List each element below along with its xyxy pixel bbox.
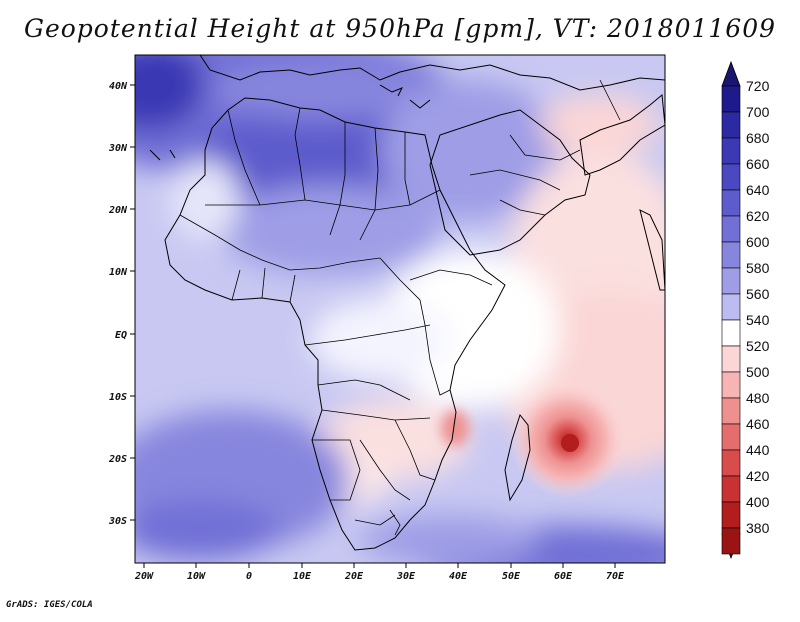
map-frame <box>134 54 666 564</box>
colorbar-top-arrow <box>721 60 741 87</box>
y-tick-label: 30S <box>108 516 127 527</box>
colorbar-label: 380 <box>746 520 770 536</box>
colorbar-label: 560 <box>746 286 770 302</box>
colorbar-label: 620 <box>746 208 770 224</box>
x-tick-label: 10E <box>293 571 312 582</box>
colorbar-label: 640 <box>746 182 770 198</box>
colorbar-box <box>721 501 741 529</box>
axis-ticks <box>130 84 616 568</box>
colorbar-box <box>721 111 741 139</box>
coastlines <box>149 55 665 551</box>
colorbar-box <box>721 85 741 113</box>
colorbar-label: 440 <box>746 442 770 458</box>
y-tick-label: 20S <box>108 454 127 465</box>
colorbar-box <box>721 527 741 555</box>
x-tick-label: 20W <box>134 571 154 582</box>
colorbar-box <box>721 215 741 243</box>
x-tick-label: 50E <box>502 571 521 582</box>
colorbar-box <box>721 163 741 191</box>
x-axis-labels: 20W 10W 0 10E 20E 30E 40E 50E 60E 70E <box>134 571 625 582</box>
colorbar-box <box>721 397 741 425</box>
grads-credit: GrADS: IGES/COLA <box>6 600 93 610</box>
colorbar-box <box>721 475 741 503</box>
x-tick-label: 20E <box>344 571 364 582</box>
y-tick-label: EQ <box>115 330 127 341</box>
colorbar-box <box>721 267 741 295</box>
colorbar-boxes <box>721 85 741 555</box>
colorbar-box <box>721 189 741 217</box>
colorbar-box <box>721 423 741 451</box>
colorbar: 720 700 680 660 640 620 600 580 560 540 520 500 480 4… <box>721 60 770 560</box>
y-tick-label: 20N <box>108 205 128 216</box>
y-tick-label: 10N <box>109 267 128 278</box>
colorbar-label: 680 <box>746 130 770 146</box>
colorbar-label: 500 <box>746 364 770 380</box>
colorbar-label: 600 <box>746 234 770 250</box>
x-tick-label: 0 <box>246 571 252 582</box>
map-title: Geopotential Height at 950hPa [gpm], VT:… <box>23 14 777 43</box>
colorbar-label: 400 <box>746 494 770 510</box>
x-tick-label: 30E <box>396 571 416 582</box>
colorbar-label: 480 <box>746 390 770 406</box>
y-tick-label: 30N <box>108 143 128 154</box>
colorbar-label: 420 <box>746 468 770 484</box>
colorbar-label: 700 <box>746 104 770 120</box>
colorbar-labels: 720 700 680 660 640 620 600 580 560 540 520 500 480 4… <box>746 78 770 536</box>
colorbar-box <box>721 137 741 165</box>
colorbar-box <box>721 449 741 477</box>
colorbar-box <box>721 371 741 399</box>
colorbar-box <box>721 241 741 269</box>
y-axis-labels: 40N 30N 20N 10N EQ 10S 20S 30S <box>108 81 128 527</box>
x-tick-label: 40E <box>449 571 468 582</box>
height-field <box>135 55 665 563</box>
colorbar-label: 540 <box>746 312 770 328</box>
colorbar-box <box>721 293 741 321</box>
y-tick-label: 10S <box>109 392 127 403</box>
colorbar-box <box>721 345 741 373</box>
colorbar-label: 520 <box>746 338 770 354</box>
x-tick-label: 60E <box>554 571 573 582</box>
colorbar-box <box>721 319 741 347</box>
colorbar-label: 460 <box>746 416 770 432</box>
colorbar-label: 720 <box>746 78 770 94</box>
y-tick-label: 40N <box>109 81 128 92</box>
borders <box>179 79 621 536</box>
colorbar-label: 580 <box>746 260 770 276</box>
colorbar-label: 660 <box>746 156 770 172</box>
x-tick-label: 70E <box>606 571 625 582</box>
x-tick-label: 10W <box>187 571 206 582</box>
